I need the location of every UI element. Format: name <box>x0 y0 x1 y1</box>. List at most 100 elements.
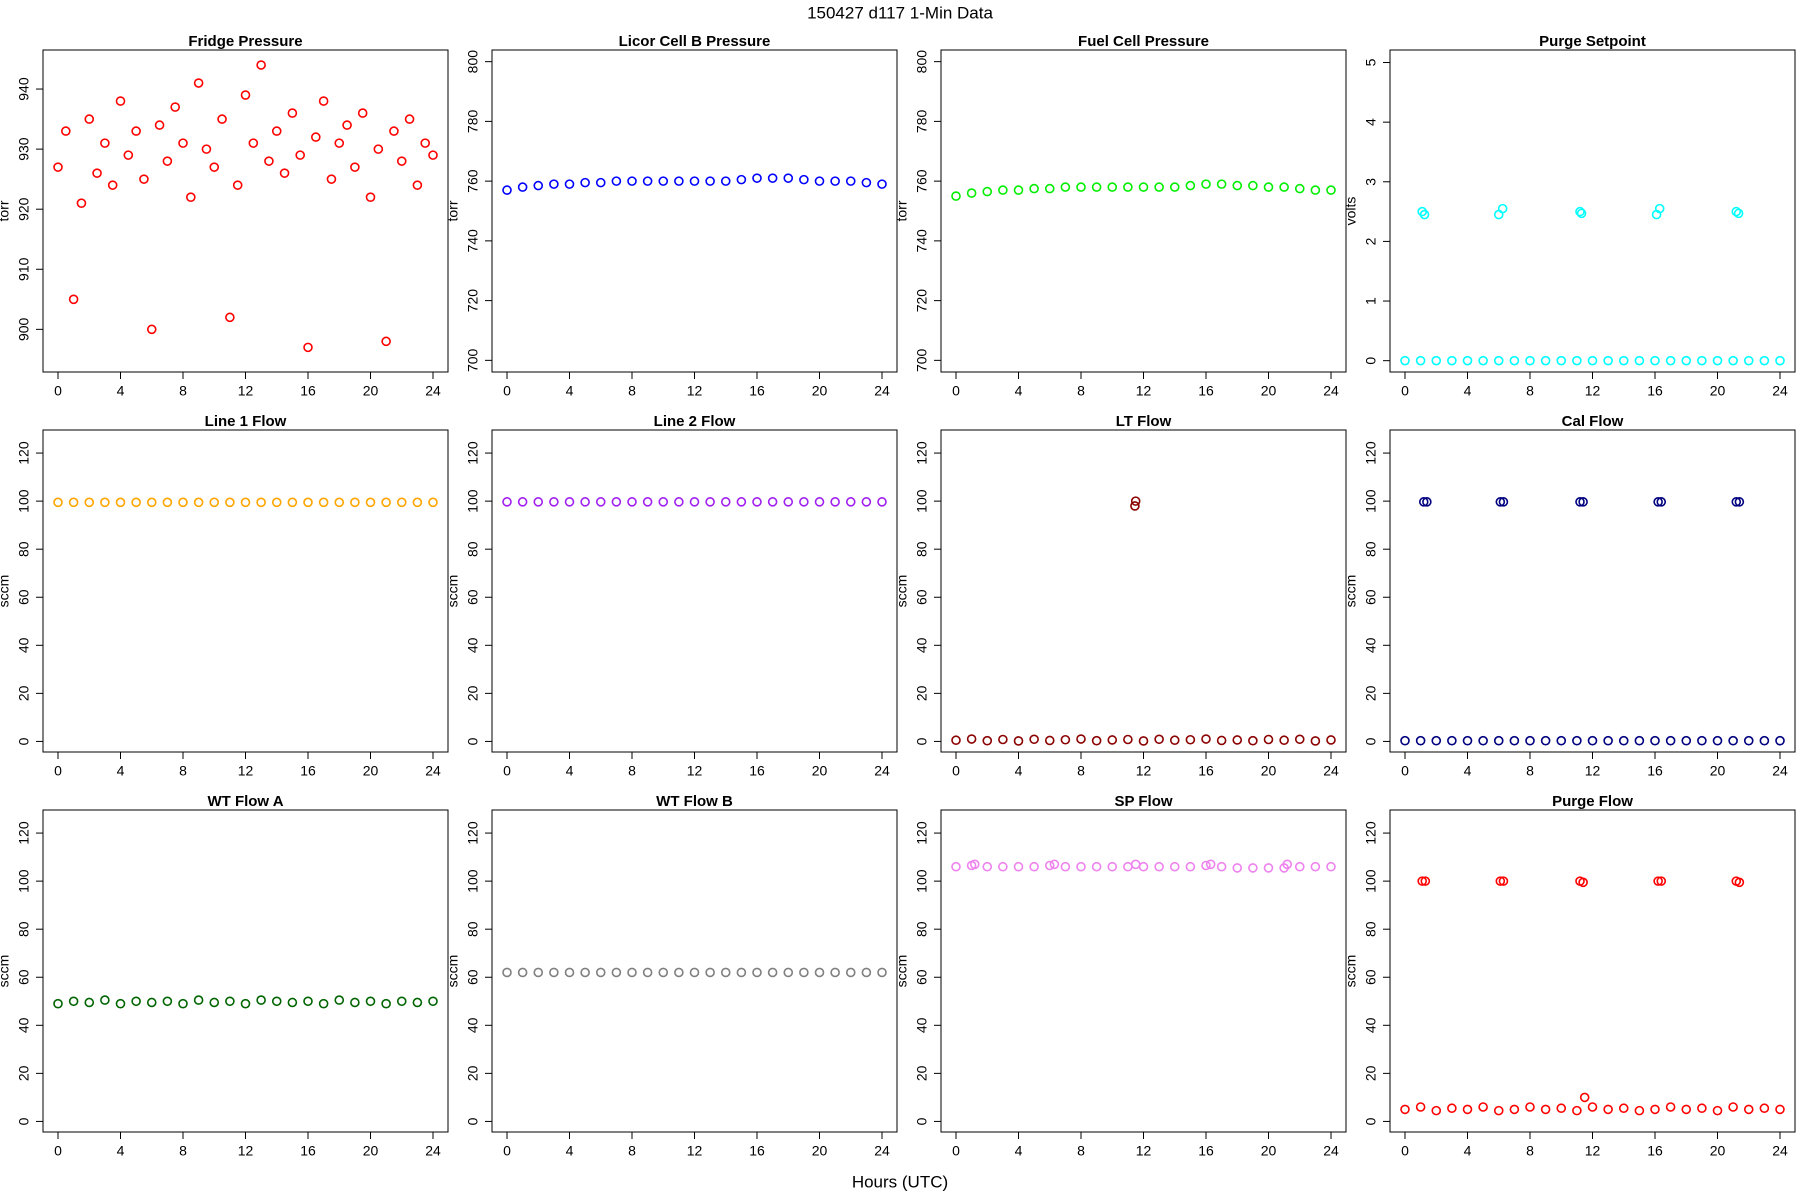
x-tick-label: 8 <box>628 383 636 399</box>
data-point <box>799 497 809 507</box>
data-point <box>1759 735 1770 746</box>
data-point <box>814 497 825 507</box>
data-point <box>1138 182 1149 192</box>
data-point <box>1123 861 1133 872</box>
data-point <box>1634 1105 1645 1116</box>
y-tick-label: 910 <box>16 257 32 281</box>
x-tick-label: 12 <box>1585 763 1601 779</box>
data-point <box>830 967 840 978</box>
data-point <box>240 497 251 508</box>
data-point <box>1579 1092 1590 1103</box>
data-point <box>1169 861 1180 872</box>
data-point <box>861 967 872 978</box>
x-tick-label: 4 <box>1464 1143 1472 1159</box>
data-point <box>240 998 251 1009</box>
data-point <box>1587 355 1598 366</box>
y-tick-label: 20 <box>914 685 930 701</box>
data-point <box>139 174 149 184</box>
data-point <box>549 967 559 978</box>
y-axis-label: sccm <box>445 575 461 608</box>
y-tick-label: 700 <box>465 348 481 372</box>
x-tick-label: 0 <box>54 763 62 779</box>
panel-title: LT Flow <box>1116 413 1172 430</box>
data-point <box>1728 355 1738 366</box>
x-tick-label: 12 <box>1585 383 1601 399</box>
data-point <box>783 967 794 978</box>
data-point <box>131 996 141 1007</box>
data-point <box>1201 860 1211 871</box>
data-point <box>627 497 637 507</box>
data-point <box>1422 497 1432 507</box>
data-point <box>350 997 360 1008</box>
x-tick-label: 12 <box>1136 763 1152 779</box>
data-point <box>658 967 669 978</box>
plot-frame <box>940 49 1347 373</box>
data-point <box>100 995 110 1005</box>
y-tick-label: 60 <box>465 969 481 985</box>
plot-frame <box>1389 429 1796 753</box>
data-point <box>100 138 110 148</box>
data-point <box>1734 497 1745 507</box>
y-tick-label: 80 <box>1363 541 1379 557</box>
data-point <box>736 174 747 185</box>
x-tick-label: 12 <box>1136 1143 1152 1159</box>
data-point <box>115 998 126 1009</box>
data-point <box>627 176 637 186</box>
data-point <box>225 497 235 508</box>
data-point <box>318 96 329 106</box>
data-point <box>1525 1102 1535 1112</box>
data-point <box>162 497 173 508</box>
y-axis-label: volts <box>1343 197 1359 226</box>
data-point <box>1654 203 1665 214</box>
data-point <box>951 191 961 201</box>
x-tick-label: 24 <box>874 1143 890 1159</box>
data-point <box>1775 355 1785 366</box>
data-point <box>412 497 423 508</box>
data-point <box>1733 208 1744 219</box>
data-point <box>131 497 141 508</box>
data-point <box>84 497 95 508</box>
data-point <box>611 176 622 186</box>
data-point <box>1447 735 1457 746</box>
x-tick-label: 16 <box>749 383 765 399</box>
data-point <box>334 497 345 508</box>
y-tick-label: 60 <box>465 589 481 605</box>
data-point <box>1697 355 1707 366</box>
data-point <box>1495 876 1506 886</box>
plot-frame <box>491 809 898 1133</box>
data-point <box>611 497 622 507</box>
data-point <box>595 497 606 507</box>
data-point <box>752 967 762 978</box>
data-point <box>533 497 544 507</box>
y-tick-label: 20 <box>16 1065 32 1081</box>
x-tick-label: 8 <box>628 763 636 779</box>
y-tick-label: 100 <box>465 869 481 893</box>
data-point <box>170 102 180 112</box>
y-tick-label: 900 <box>16 317 32 341</box>
data-point <box>240 90 251 100</box>
data-point <box>365 996 376 1007</box>
x-tick-label: 4 <box>566 1143 574 1159</box>
data-point <box>1169 735 1180 746</box>
data-point <box>533 180 544 191</box>
x-tick-label: 4 <box>566 763 574 779</box>
y-tick-label: 20 <box>16 685 32 701</box>
x-tick-label: 12 <box>238 1143 254 1159</box>
panel-title: WT Flow B <box>656 793 733 810</box>
x-tick-label: 4 <box>1464 763 1472 779</box>
panel-title: WT Flow A <box>207 793 283 810</box>
data-point <box>1107 182 1118 192</box>
plot-frame <box>491 49 898 373</box>
data-point <box>115 497 126 508</box>
x-tick-label: 0 <box>503 383 511 399</box>
x-tick-label: 0 <box>952 383 960 399</box>
panel-title: Fridge Pressure <box>188 33 302 50</box>
y-tick-label: 40 <box>914 1017 930 1033</box>
y-axis-label: sccm <box>894 955 910 988</box>
data-point <box>76 198 87 208</box>
y-tick-label: 120 <box>1363 441 1379 465</box>
y-tick-label: 100 <box>914 869 930 893</box>
y-tick-label: 920 <box>16 197 32 221</box>
data-point <box>1509 355 1520 366</box>
